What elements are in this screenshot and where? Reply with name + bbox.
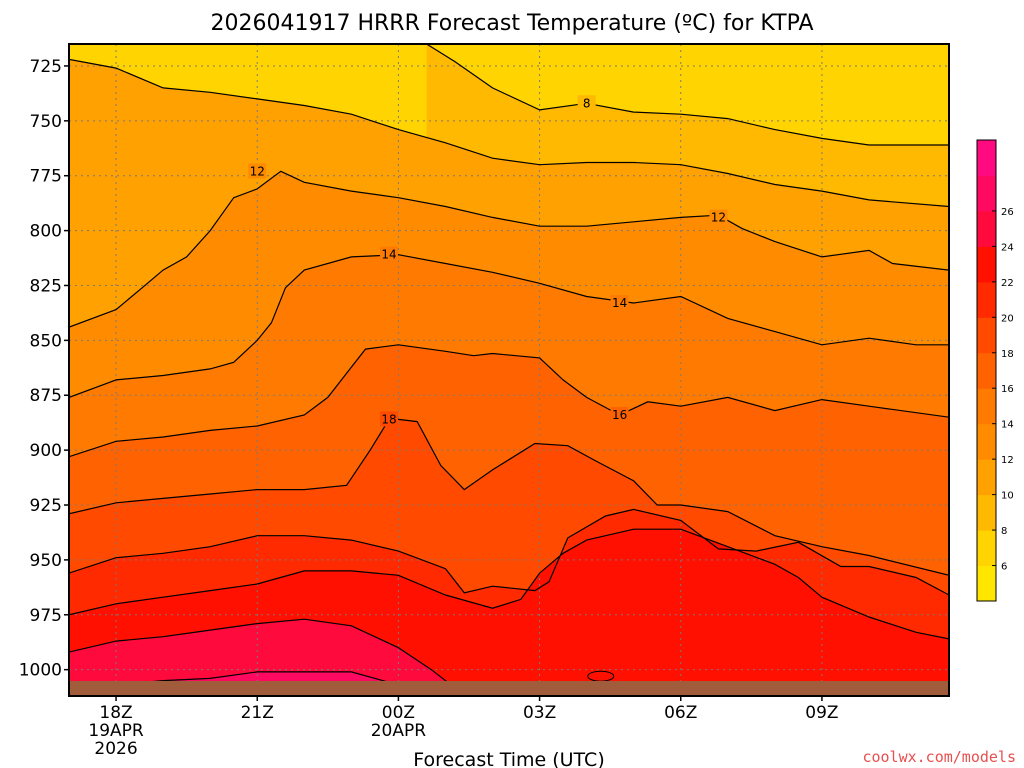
colorbar-cell-14 [977,388,996,425]
colorbar-label-10: 10 [1001,491,1014,502]
contour-label-16: 16 [612,408,627,422]
y-tick-label-825: 825 [30,276,62,296]
y-tick-label-775: 775 [30,167,62,187]
contour-line-18 [69,418,949,576]
colorbar-label-8: 8 [1001,526,1007,537]
y-tick-label-975: 975 [30,606,62,626]
colorbar-cell-26 [977,175,996,212]
colorbar-cell-8 [977,494,996,531]
x-tick-label-0-1: 19APR [88,721,144,741]
x-tick-label-6-0: 00Z [382,703,415,723]
y-tick-label-925: 925 [30,496,62,516]
contour-line-12 [69,170,949,328]
plot-frame [68,43,950,697]
contour-lines: 8 12 12 14 14 16 18 [69,44,949,696]
contour-label-bg [709,209,728,225]
contour-label-18: 18 [381,412,396,426]
contour-label-14: 14 [381,248,396,262]
colorbar-cell-22 [977,246,996,283]
x-tick-label-6-1: 20APR [371,721,427,741]
y-tick-label-850: 850 [30,331,62,351]
colorbar-cell-20 [977,281,996,318]
contour-label-14: 14 [612,296,627,310]
contour-label-12: 12 [250,164,265,178]
colorbar-label-26: 26 [1001,207,1014,218]
colorbar: 6 8 10 12 14 16 18 20 22 24 26 [976,139,1014,602]
colorbar-frame [976,139,997,602]
contour-label-12: 12 [711,210,726,224]
colorbar-cell-4 [977,565,996,602]
contour-label-bg [577,95,596,111]
colorbar-label-22: 22 [1001,278,1014,289]
colorbar-label-14: 14 [1001,420,1014,431]
y-tick-label-900: 900 [30,441,62,461]
y-tick-label-800: 800 [30,222,62,242]
x-tick-label-12-0: 06Z [664,703,697,723]
colorbar-label-6: 6 [1001,562,1007,573]
credit-link[interactable]: coolwx.com/models [862,748,1016,766]
colorbar-label-16: 16 [1001,384,1014,395]
contour-line-16 [69,344,949,458]
y-axis: 725 750 775 800 825 850 875 900 925 950 975 1000 [19,57,69,681]
x-tick-label-0-2: 2026 [94,739,137,759]
contour-line-20 [69,508,949,596]
contour-label-bg [610,407,629,423]
contour-line-14 [69,254,949,398]
contour-label-bg [380,411,398,427]
contour-label-bg [380,246,398,262]
grid-lines [69,44,949,696]
y-tick-label-875: 875 [30,386,62,406]
colorbar-label-12: 12 [1001,455,1014,466]
colorbar-label-18: 18 [1001,349,1014,360]
colorbar-label-24: 24 [1001,242,1014,253]
x-tick-label-15-0: 09Z [805,703,838,723]
colorbar-cell-16 [977,352,996,389]
y-tick-label-950: 950 [30,551,62,571]
contour-line-22 [69,528,949,640]
contour-line-10 [69,58,949,208]
contour-label-8: 8 [583,96,591,110]
colorbar-cell-24 [977,210,996,247]
ground-surface [69,681,949,695]
colorbar-cell-18 [977,317,996,354]
contour-label-bg [610,295,629,311]
y-tick-label-725: 725 [30,57,62,77]
colorbar-cell-12 [977,423,996,460]
y-tick-label-750: 750 [30,112,62,132]
x-tick-label-0-0: 18Z [99,703,132,723]
colorbar-label-20: 20 [1001,313,1014,324]
colorbar-cell-28 [977,140,996,176]
chart-title: 2026041917 HRRR Forecast Temperature (ºC… [211,11,814,36]
colorbar-cell-10 [977,459,996,496]
x-tick-label-9-0: 03Z [523,703,556,723]
x-tick-label-3-0: 21Z [241,703,274,723]
y-tick-label-1000: 1000 [19,661,62,681]
contour-line-24 [69,618,469,696]
colorbar-cell-6 [977,530,996,567]
contour-line-8 [426,44,949,146]
contour-label-bg [248,163,267,179]
x-axis-label: Forecast Time (UTC) [413,749,604,768]
